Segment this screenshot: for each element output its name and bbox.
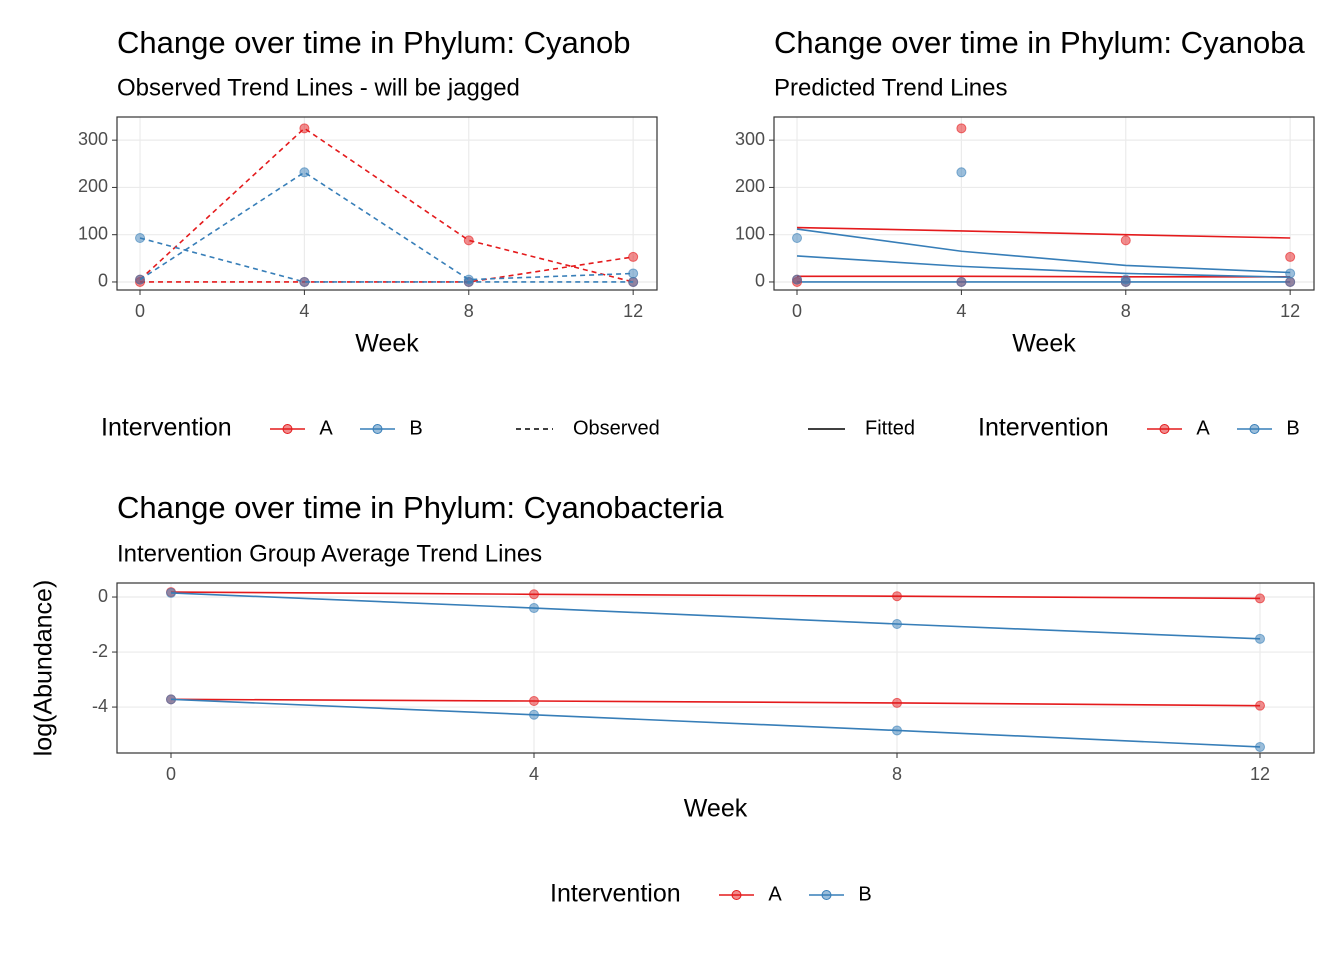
x-axis-title: Week (684, 795, 748, 823)
y-tick-label: -2 (92, 641, 108, 661)
data-point (628, 251, 639, 262)
chart-subtitle: Observed Trend Lines - will be jagged (117, 74, 520, 101)
y-tick-label: 0 (98, 271, 108, 291)
y-tick-label: 300 (78, 129, 108, 149)
data-point (165, 694, 176, 705)
data-point (1285, 268, 1296, 279)
data-point (892, 697, 903, 708)
legend-title: Intervention (978, 414, 1109, 442)
y-tick-label: -4 (92, 696, 108, 716)
series-line (140, 256, 634, 283)
x-tick-label: 4 (956, 301, 966, 321)
x-tick-label: 12 (1250, 764, 1270, 784)
y-tick-label: 200 (78, 176, 108, 196)
legend-swatch (1249, 424, 1260, 434)
legend-title: Intervention (550, 880, 681, 908)
data-point (528, 603, 539, 614)
data-point (299, 167, 310, 178)
x-tick-label: 0 (166, 764, 176, 784)
data-point (956, 276, 967, 287)
data-point (299, 123, 310, 134)
legend-label: B (409, 417, 422, 439)
data-point (892, 618, 903, 629)
x-tick-label: 8 (1121, 301, 1131, 321)
legend-label: Observed (573, 417, 660, 439)
data-point (1255, 700, 1266, 711)
legend-label: B (1286, 417, 1299, 439)
x-tick-label: 8 (892, 764, 902, 784)
legend-swatch (821, 890, 832, 900)
y-axis-title: log(Abundance) (30, 580, 58, 757)
y-tick-label: 100 (78, 223, 108, 243)
y-tick-label: 0 (755, 271, 765, 291)
y-tick-label: 300 (735, 129, 765, 149)
panel-border (116, 582, 1315, 754)
data-point (1255, 633, 1266, 644)
series-line (170, 698, 1261, 707)
y-tick-label: 100 (735, 223, 765, 243)
chart-subtitle: Predicted Trend Lines (774, 74, 1007, 101)
data-point (792, 274, 803, 285)
series-line (170, 591, 1261, 600)
legend-label: B (858, 883, 871, 905)
x-tick-label: 12 (1280, 301, 1300, 321)
x-axis-title: Week (355, 330, 419, 358)
data-point (628, 276, 639, 287)
data-point (528, 589, 539, 600)
data-point (299, 276, 310, 287)
legend-swatch (372, 424, 383, 434)
legend-label: Fitted (865, 417, 915, 439)
x-tick-label: 4 (529, 764, 539, 784)
chart-title: Change over time in Phylum: Cyanob (117, 25, 630, 60)
x-axis-title: Week (1012, 330, 1076, 358)
data-point (1255, 593, 1266, 604)
data-point (1255, 741, 1266, 752)
x-tick-label: 0 (135, 301, 145, 321)
data-point (1120, 276, 1131, 287)
data-point (135, 274, 146, 285)
chart-title: Change over time in Phylum: Cyanobacteri… (117, 490, 724, 525)
x-tick-label: 12 (623, 301, 643, 321)
series-line (796, 255, 1291, 279)
data-point (1285, 251, 1296, 262)
panel-border (116, 116, 658, 291)
x-tick-label: 8 (464, 301, 474, 321)
series-line (170, 592, 1261, 640)
data-point (165, 587, 176, 598)
legend-label: A (768, 883, 782, 905)
x-tick-label: 4 (299, 301, 309, 321)
data-point (528, 709, 539, 720)
data-point (463, 276, 474, 287)
chart-title: Change over time in Phylum: Cyanoba (774, 25, 1305, 60)
legend-swatch (1159, 424, 1170, 434)
series-line (170, 698, 1261, 748)
data-point (956, 167, 967, 178)
y-tick-label: 200 (735, 176, 765, 196)
legend-swatch (731, 890, 742, 900)
legend-label: A (1196, 417, 1210, 439)
legend-label: A (319, 417, 333, 439)
data-point (892, 591, 903, 602)
data-point (528, 696, 539, 707)
data-point (892, 725, 903, 736)
data-point (463, 235, 474, 246)
data-point (135, 233, 146, 244)
data-point (628, 268, 639, 279)
panel-border (773, 116, 1315, 291)
series-line (796, 226, 1291, 239)
series-line (139, 237, 634, 283)
series-line (796, 228, 1291, 274)
data-point (956, 123, 967, 134)
data-point (1120, 235, 1131, 246)
legend-swatch (282, 424, 293, 434)
data-point (792, 233, 803, 244)
legend-title: Intervention (101, 414, 232, 442)
data-point (1285, 276, 1296, 287)
chart-subtitle: Intervention Group Average Trend Lines (117, 540, 542, 567)
y-tick-label: 0 (98, 586, 108, 606)
series-line (139, 127, 634, 283)
x-tick-label: 0 (792, 301, 802, 321)
